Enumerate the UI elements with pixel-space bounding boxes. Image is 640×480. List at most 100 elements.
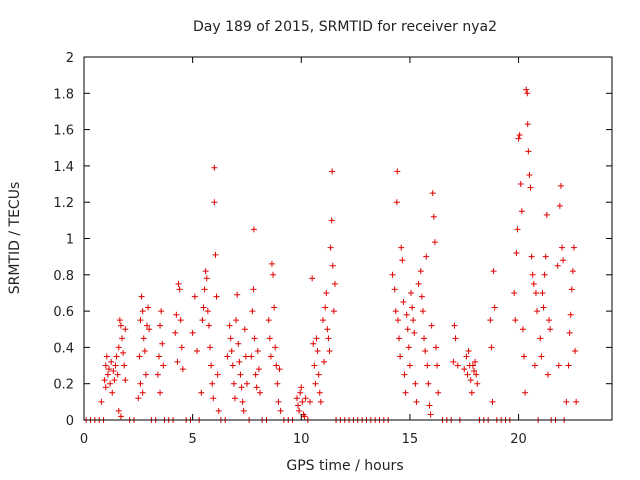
data-point — [293, 395, 300, 402]
data-point — [516, 132, 523, 139]
data-point — [534, 308, 541, 315]
data-point — [434, 362, 441, 369]
data-point — [141, 348, 148, 355]
data-point — [317, 398, 324, 405]
data-point — [525, 148, 532, 155]
data-point — [542, 253, 549, 260]
data-point — [488, 344, 495, 351]
data-point — [559, 244, 566, 251]
data-point — [137, 317, 144, 324]
data-point — [323, 289, 330, 296]
x-tick-label: 20 — [510, 432, 527, 447]
data-point — [257, 389, 263, 396]
data-point — [145, 304, 152, 311]
data-point — [137, 380, 144, 387]
data-point — [102, 384, 109, 391]
data-point — [310, 340, 317, 347]
data-point — [408, 289, 415, 296]
data-point — [275, 398, 282, 405]
data-point — [298, 384, 305, 391]
data-point — [160, 362, 167, 369]
data-point — [521, 353, 527, 360]
data-point — [157, 389, 164, 396]
data-point — [115, 344, 122, 351]
data-point — [425, 380, 432, 387]
data-point — [140, 335, 147, 342]
data-point — [154, 371, 161, 378]
data-point — [328, 217, 335, 224]
data-points — [83, 86, 580, 423]
data-point — [471, 367, 478, 374]
data-point — [214, 371, 221, 378]
data-point — [490, 268, 497, 275]
data-point — [570, 244, 577, 251]
data-point — [487, 317, 494, 324]
data-point — [527, 184, 534, 191]
data-point — [254, 348, 261, 355]
data-point — [331, 280, 338, 287]
data-point — [204, 308, 211, 315]
data-point — [306, 398, 313, 405]
data-point — [515, 135, 522, 142]
data-point — [392, 308, 399, 315]
data-point — [418, 293, 425, 300]
data-point — [276, 366, 283, 373]
x-axis-ticks: 0 5 10 15 20 — [80, 57, 527, 447]
data-point — [526, 171, 533, 178]
data-point — [211, 164, 218, 171]
data-point — [463, 353, 470, 360]
data-point — [235, 340, 242, 347]
data-point — [394, 317, 401, 324]
data-point — [426, 402, 433, 409]
data-point — [524, 121, 531, 128]
data-point — [397, 353, 404, 360]
data-point — [396, 335, 403, 342]
data-point — [174, 358, 181, 365]
data-point — [233, 317, 240, 324]
data-point — [410, 317, 417, 324]
data-point — [406, 362, 413, 369]
data-point — [114, 371, 121, 378]
data-point — [239, 398, 246, 405]
data-point — [489, 398, 496, 405]
data-point — [537, 335, 544, 342]
x-tick-label: 5 — [189, 432, 197, 447]
data-point — [139, 308, 146, 315]
data-point — [540, 304, 547, 311]
data-point — [250, 286, 257, 293]
data-point — [324, 326, 331, 333]
data-point — [252, 371, 259, 378]
data-point — [112, 362, 119, 369]
data-point — [417, 268, 424, 275]
data-point — [565, 362, 572, 369]
data-point — [569, 268, 576, 275]
data-point — [545, 317, 552, 324]
data-point — [207, 344, 214, 351]
data-point — [325, 335, 332, 342]
data-point — [401, 371, 408, 378]
data-point — [517, 181, 524, 188]
data-point — [135, 395, 142, 402]
x-tick-label: 0 — [80, 432, 88, 447]
data-point — [427, 411, 434, 418]
y-tick-label: 1.6 — [53, 124, 74, 139]
data-point — [213, 293, 220, 300]
data-point — [119, 335, 126, 342]
data-point — [411, 329, 418, 336]
data-point — [211, 199, 218, 206]
data-point — [320, 317, 327, 324]
data-point — [309, 275, 316, 282]
data-point — [544, 371, 551, 378]
data-point — [523, 86, 530, 93]
data-point — [273, 362, 280, 369]
data-point — [450, 358, 457, 365]
y-tick-label: 1.4 — [53, 160, 74, 175]
data-point — [122, 326, 129, 333]
data-point — [398, 244, 405, 251]
data-point — [400, 299, 407, 306]
data-point — [314, 348, 321, 355]
data-point — [326, 348, 333, 355]
data-point — [329, 262, 336, 269]
data-point — [389, 271, 396, 278]
data-point — [473, 371, 480, 378]
